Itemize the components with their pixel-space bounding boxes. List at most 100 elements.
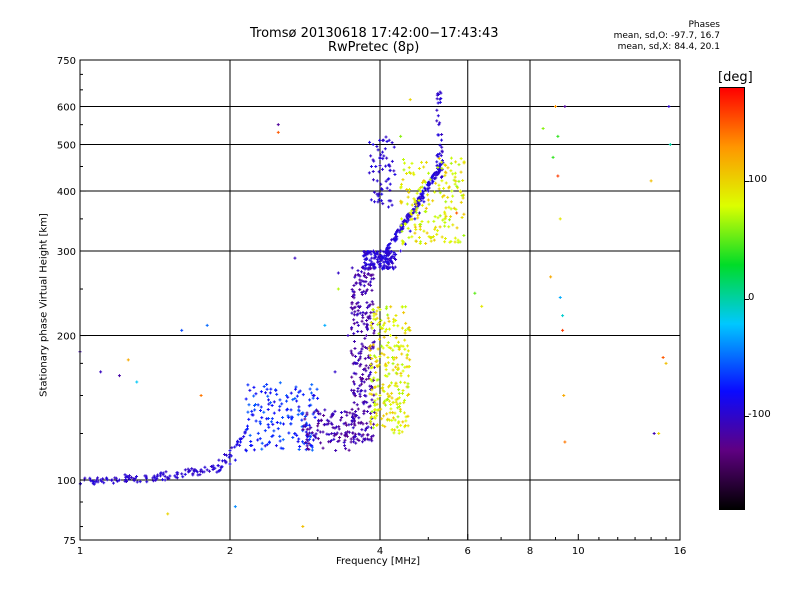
data-point — [388, 384, 392, 388]
data-point — [321, 446, 325, 450]
data-point — [279, 421, 283, 425]
data-point — [355, 361, 359, 365]
data-point — [256, 438, 260, 442]
data-point — [158, 474, 162, 478]
data-point — [393, 232, 397, 236]
phase-stats: Phases mean, sd,O: -97.7, 16.7 mean, sd,… — [614, 20, 720, 53]
data-point — [431, 179, 435, 183]
data-point — [280, 402, 284, 406]
data-point — [215, 470, 219, 474]
data-point — [310, 445, 314, 449]
data-point — [384, 368, 388, 372]
data-point — [381, 167, 385, 171]
data-point — [264, 391, 268, 395]
data-point — [381, 256, 385, 260]
data-point — [319, 441, 323, 445]
data-point — [387, 262, 391, 266]
data-point — [401, 158, 405, 162]
data-point — [305, 444, 309, 448]
data-point — [249, 440, 253, 444]
data-point — [252, 448, 256, 452]
data-point — [274, 444, 278, 448]
data-point — [372, 393, 376, 397]
data-point — [92, 480, 96, 484]
data-point — [356, 269, 360, 273]
data-point — [433, 227, 437, 231]
data-point — [420, 194, 424, 198]
data-point — [375, 251, 379, 255]
data-point — [394, 356, 398, 360]
data-point — [391, 362, 395, 366]
data-point — [363, 250, 367, 254]
data-point — [102, 481, 106, 485]
data-point — [435, 232, 439, 236]
data-point — [151, 479, 155, 483]
data-point — [359, 362, 363, 366]
data-point — [238, 443, 242, 447]
data-point — [96, 480, 100, 484]
data-point — [352, 401, 356, 405]
data-point — [449, 215, 453, 219]
data-point — [438, 162, 442, 166]
data-point — [391, 368, 395, 372]
data-point — [431, 199, 435, 203]
data-point — [279, 446, 283, 450]
data-point — [355, 414, 359, 418]
data-point — [391, 411, 395, 415]
data-point — [329, 421, 333, 425]
data-point — [360, 342, 364, 346]
data-point — [382, 154, 386, 158]
data-point — [370, 410, 374, 414]
data-point — [233, 505, 237, 509]
x-tick-label: 10 — [572, 546, 585, 557]
data-point — [352, 382, 356, 386]
data-point — [407, 166, 411, 170]
data-point — [325, 418, 329, 422]
data-point — [375, 408, 379, 412]
data-point — [350, 388, 354, 392]
data-point — [389, 256, 393, 260]
x-tick-label: 4 — [377, 546, 383, 557]
data-point — [364, 369, 368, 373]
data-point — [276, 123, 280, 127]
data-point — [353, 394, 357, 398]
data-point — [365, 325, 369, 329]
data-point — [376, 397, 380, 401]
data-point — [406, 414, 410, 418]
data-point — [367, 346, 371, 350]
data-point — [344, 447, 348, 451]
data-point — [311, 438, 315, 442]
data-point — [275, 420, 279, 424]
data-point — [431, 174, 435, 178]
data-point — [410, 161, 414, 165]
data-point — [407, 190, 411, 194]
data-point — [345, 434, 349, 438]
data-point — [405, 202, 409, 206]
data-point — [427, 202, 431, 206]
data-point — [404, 321, 408, 325]
data-point — [376, 347, 380, 351]
data-point — [410, 217, 414, 221]
data-point — [83, 476, 87, 480]
data-point — [343, 433, 347, 437]
data-point — [370, 256, 374, 260]
data-point — [305, 411, 309, 415]
y-tick-label: 750 — [57, 56, 76, 67]
data-point — [393, 265, 397, 269]
data-point — [381, 323, 385, 327]
data-point — [362, 284, 366, 288]
data-point — [422, 200, 426, 204]
stats-title: Phases — [688, 20, 720, 30]
data-point — [259, 408, 263, 412]
data-point — [364, 394, 368, 398]
data-point — [387, 346, 391, 350]
data-point — [462, 233, 466, 237]
data-point — [360, 319, 364, 323]
data-point — [364, 257, 368, 261]
data-point — [364, 253, 368, 257]
data-point — [352, 313, 356, 317]
data-point — [254, 419, 258, 423]
data-point — [132, 477, 136, 481]
data-point — [377, 321, 381, 325]
data-point — [233, 458, 237, 462]
